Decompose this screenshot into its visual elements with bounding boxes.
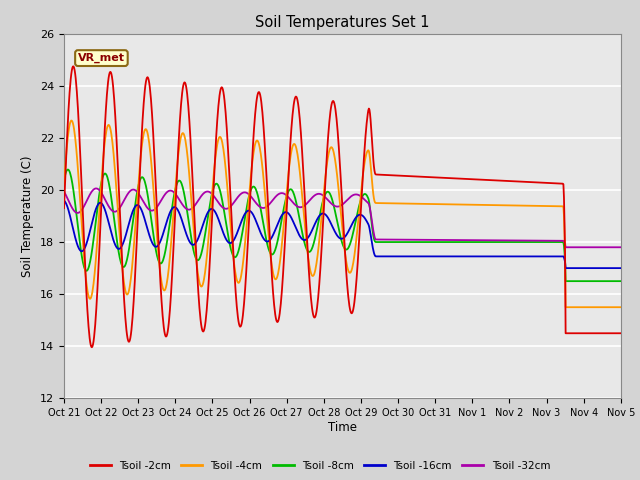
X-axis label: Time: Time [328,421,357,434]
Y-axis label: Soil Temperature (C): Soil Temperature (C) [22,155,35,277]
Legend: Tsoil -2cm, Tsoil -4cm, Tsoil -8cm, Tsoil -16cm, Tsoil -32cm: Tsoil -2cm, Tsoil -4cm, Tsoil -8cm, Tsoi… [86,456,554,475]
Text: VR_met: VR_met [78,53,125,63]
Title: Soil Temperatures Set 1: Soil Temperatures Set 1 [255,15,429,30]
